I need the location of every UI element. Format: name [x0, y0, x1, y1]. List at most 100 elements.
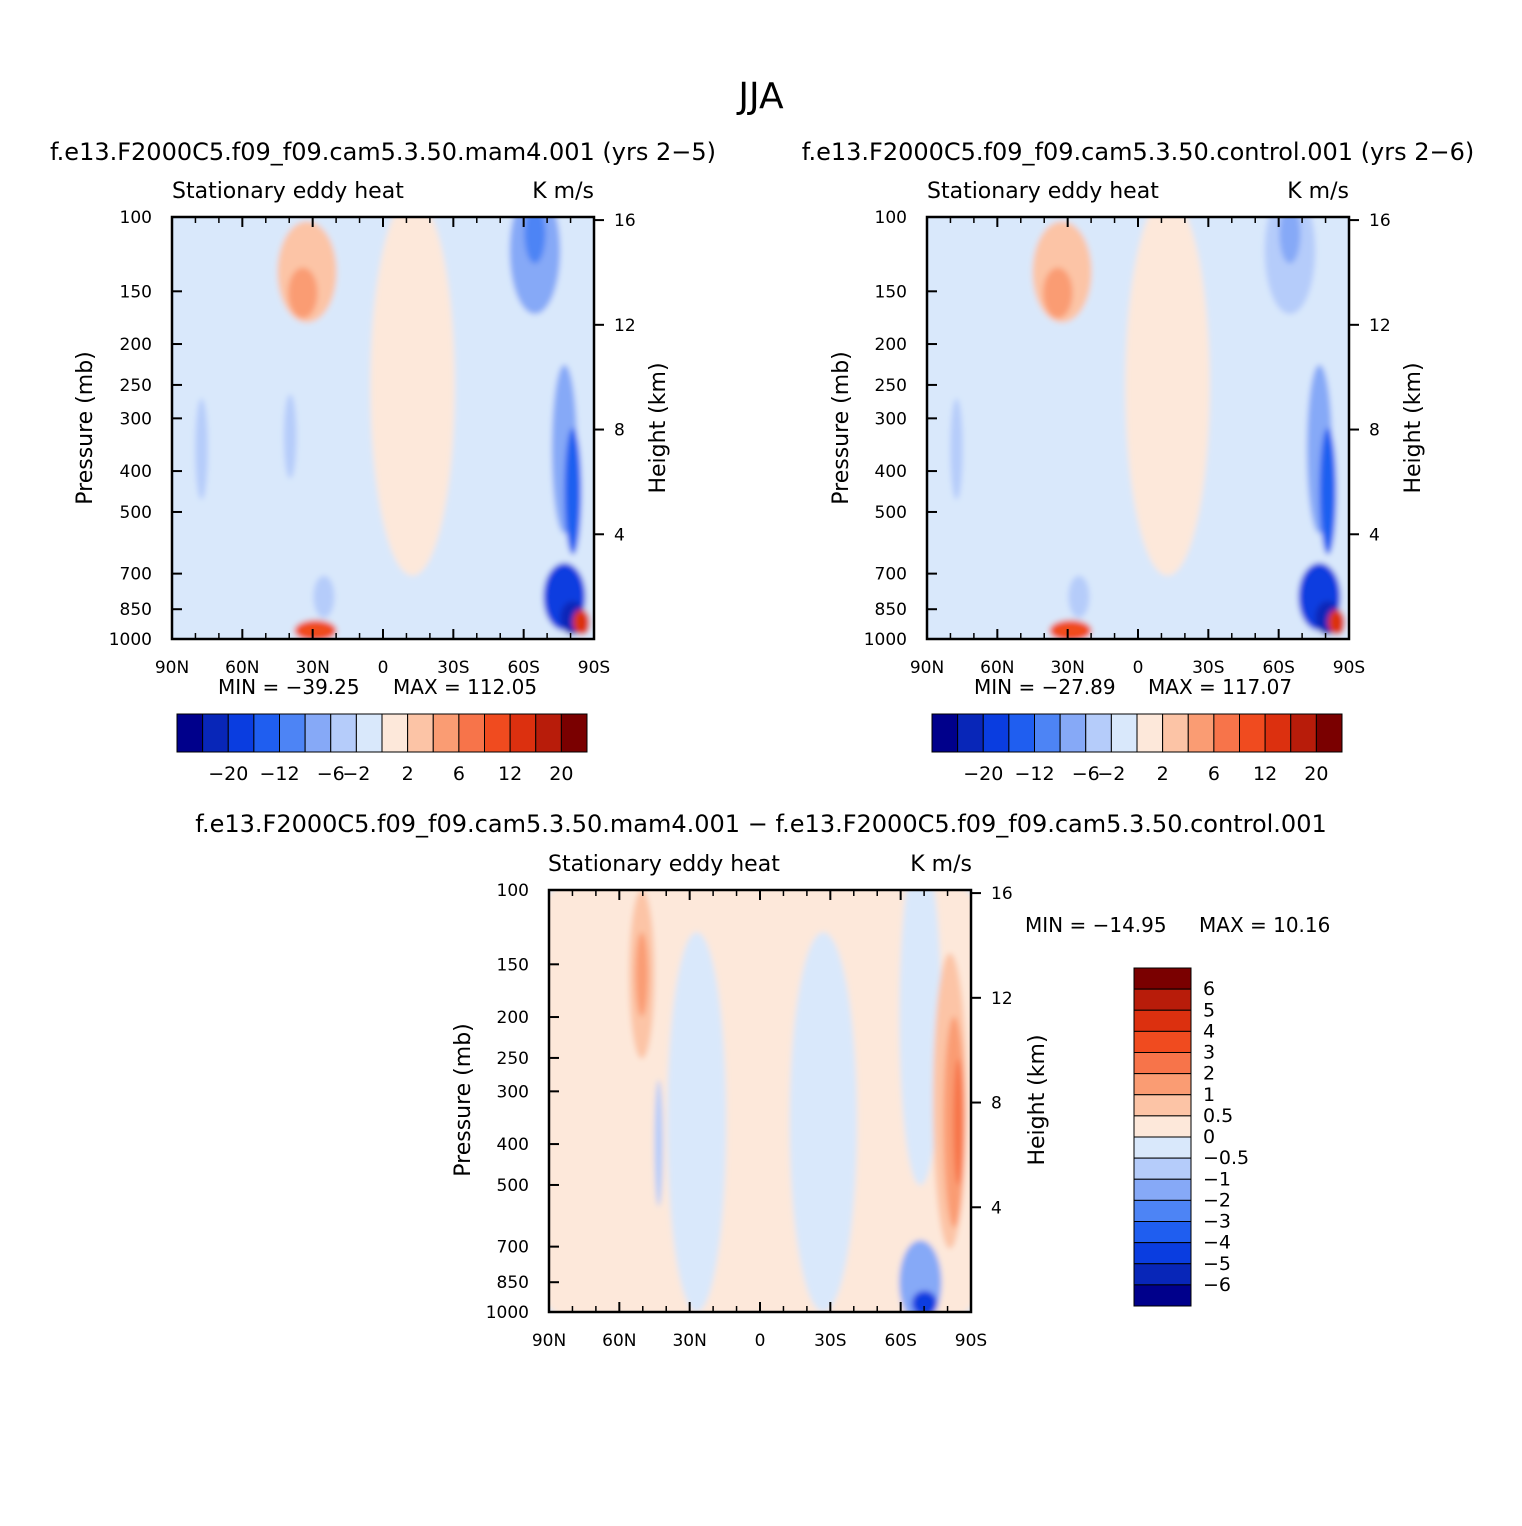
contour-region	[1319, 428, 1337, 555]
contour-region	[1049, 620, 1092, 639]
left-title: Stationary eddy heat	[172, 179, 404, 204]
y2-tick-label: 4	[991, 1198, 1002, 1218]
x-tick-label: 30N	[295, 658, 329, 678]
colorbar-box	[355, 713, 383, 753]
colorbar-box	[1290, 713, 1317, 753]
y2-tick-label: 8	[614, 421, 625, 441]
colorbar-box	[253, 713, 280, 753]
colorbar: −20 −12 −6−2 2 6 12 20	[176, 713, 588, 785]
colorbar-label: −3	[1203, 1211, 1231, 1233]
colorbar-box	[227, 713, 255, 753]
colorbar-box	[1133, 1157, 1192, 1180]
y-tick-label: 100	[875, 208, 907, 228]
colorbar-label: −2	[1097, 763, 1125, 785]
x-tick-label: 90S	[1333, 658, 1365, 678]
contour-region	[283, 394, 297, 479]
colorbar-label: −2	[342, 763, 370, 785]
colorbar-box	[1059, 713, 1087, 753]
y2-tick-label: 12	[1369, 316, 1391, 336]
y-axis-label: Pressure (mb)	[451, 1023, 476, 1177]
colorbar-box	[957, 713, 984, 753]
x-tick-label: 90S	[955, 1331, 987, 1351]
y-tick-label: 200	[120, 335, 152, 355]
y-tick-label: 850	[875, 600, 907, 620]
y-tick-label: 500	[497, 1176, 529, 1196]
colorbar: −20 −12 −6−2 2 6 12 20	[931, 713, 1343, 785]
x-tick-label: 30N	[672, 1331, 706, 1351]
max-label: MAX = 10.16	[1199, 913, 1330, 937]
contour-region	[370, 217, 455, 576]
colorbar-label: −1	[1203, 1168, 1231, 1190]
contour-region	[1043, 267, 1073, 319]
left-title: Stationary eddy heat	[548, 852, 780, 877]
y2-tick-label: 4	[614, 525, 625, 545]
panel-header: f.e13.F2000C5.f09_f09.cam5.3.50.mam4.001…	[195, 810, 1326, 838]
colorbar-box	[1239, 713, 1266, 753]
colorbar-box	[176, 713, 204, 753]
x-tick-label: 60N	[225, 658, 259, 678]
axes: 100 150 200 250 300 400 500 700 850 1000 16 12 8 4 90N…	[109, 208, 636, 678]
contour-field	[549, 890, 971, 1312]
y2-tick-label: 12	[614, 316, 636, 336]
colorbar-box	[1085, 713, 1112, 753]
panel-difference: f.e13.F2000C5.f09_f09.cam5.3.50.mam4.001…	[195, 810, 1330, 1351]
x-tick-label: 60N	[980, 658, 1014, 678]
colorbar-label: 0	[1203, 1126, 1215, 1148]
y-tick-label: 1000	[864, 630, 907, 650]
colorbar-label: −2	[1203, 1189, 1231, 1211]
contour-region	[313, 575, 335, 618]
contour-region	[1068, 575, 1090, 618]
y-tick-label: 850	[497, 1273, 529, 1293]
colorbar-box	[1133, 988, 1192, 1011]
colorbar-box	[560, 713, 588, 753]
x-tick-label: 30N	[1050, 658, 1084, 678]
y-tick-label: 850	[120, 600, 152, 620]
y2-axis-label: Height (km)	[1025, 1034, 1050, 1165]
colorbar-label: −0.5	[1203, 1147, 1249, 1169]
colorbar-box	[931, 713, 959, 753]
colorbar-box	[1213, 713, 1240, 753]
contour-fills	[172, 217, 594, 639]
y-tick-label: 150	[875, 282, 907, 302]
colorbar-label: 4	[1203, 1020, 1215, 1042]
colorbar-label: −20	[208, 763, 248, 785]
colorbar-box	[1162, 713, 1189, 753]
y-tick-label: 300	[497, 1082, 529, 1102]
contour-region	[524, 217, 546, 264]
colorbar-box	[1133, 1052, 1192, 1075]
contour-region	[509, 217, 561, 315]
colorbar-box	[535, 713, 562, 753]
y2-tick-label: 8	[1369, 421, 1380, 441]
contour-region	[635, 932, 649, 1017]
contour-region	[667, 932, 727, 1312]
y2-tick-label: 8	[991, 1094, 1002, 1114]
x-tick-label: 0	[1133, 658, 1144, 678]
colorbar-box	[381, 713, 409, 753]
y-axis-label: Pressure (mb)	[829, 351, 854, 505]
colorbar-box	[1264, 713, 1292, 753]
colorbar-label: 2	[1203, 1063, 1215, 1085]
contour-region	[953, 1058, 964, 1186]
y2-tick-label: 16	[991, 884, 1013, 904]
right-title: K m/s	[1287, 179, 1349, 204]
colorbar-box	[1034, 713, 1061, 753]
colorbar-box	[458, 713, 485, 753]
contour-fills	[549, 890, 971, 1312]
colorbar-label: 6	[1208, 763, 1220, 785]
y-tick-label: 100	[120, 208, 152, 228]
colorbar-box	[484, 713, 511, 753]
y-tick-label: 300	[120, 409, 152, 429]
contour-region	[654, 1079, 663, 1207]
min-label: MIN = −14.95	[1025, 913, 1167, 937]
right-title: K m/s	[532, 179, 594, 204]
y-tick-label: 200	[497, 1008, 529, 1028]
colorbar-box	[1133, 1073, 1192, 1096]
x-tick-label: 90N	[155, 658, 189, 678]
colorbar-label: −5	[1203, 1253, 1231, 1275]
contour-region	[789, 932, 858, 1312]
y2-axis-label: Height (km)	[646, 362, 671, 493]
panel-header: f.e13.F2000C5.f09_f09.cam5.3.50.control.…	[802, 138, 1475, 166]
colorbar-box	[1110, 713, 1138, 753]
contour-region	[911, 1290, 938, 1312]
axes: 100 150 200 250 300 400 500 700 850 1000 16 12 8 4 90N…	[486, 881, 1013, 1351]
